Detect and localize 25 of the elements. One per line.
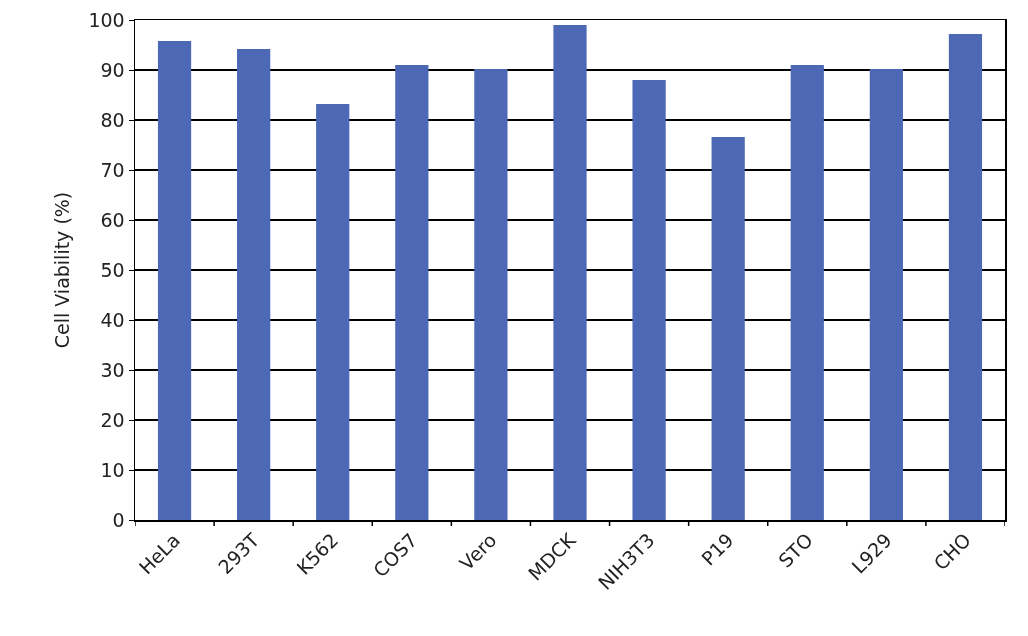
- bar: [395, 65, 429, 520]
- y-tick-label: 10: [100, 458, 125, 481]
- y-tick-label: 90: [100, 58, 125, 81]
- x-tick-label: Vero: [455, 528, 501, 575]
- bar: [553, 25, 587, 520]
- y-tick-label: 30: [100, 358, 125, 381]
- bar: [632, 80, 666, 520]
- bar: [711, 137, 745, 520]
- bar: [316, 104, 350, 520]
- bar: [237, 49, 271, 520]
- y-tick-label: 80: [100, 108, 125, 131]
- bar: [157, 41, 192, 520]
- y-axis-title: Cell Viability (%): [50, 191, 73, 349]
- bar: [948, 34, 983, 520]
- bar: [790, 65, 824, 520]
- bar: [869, 69, 903, 520]
- y-tick-label: 40: [100, 308, 125, 331]
- y-tick-label: 100: [88, 8, 125, 31]
- y-tick-label: 0: [112, 508, 125, 531]
- x-tick-label: P19: [696, 528, 738, 570]
- y-tick-label: 60: [100, 208, 125, 231]
- y-tick-label: 70: [100, 158, 125, 181]
- bar: [474, 69, 508, 520]
- y-tick-label: 20: [100, 408, 125, 431]
- y-tick-label: 50: [100, 258, 125, 281]
